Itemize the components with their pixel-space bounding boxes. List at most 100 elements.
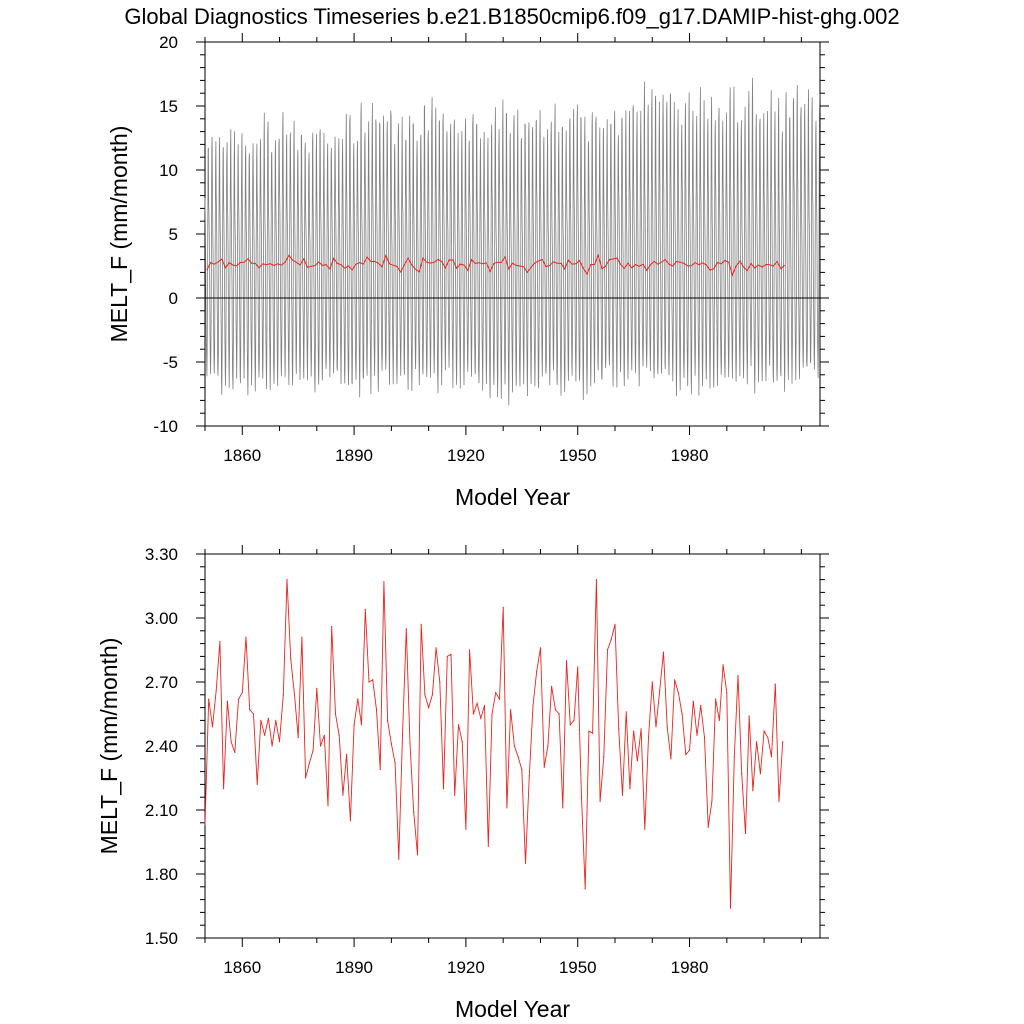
- annual-mean-point: [424, 694, 426, 696]
- annual-mean-point: [323, 734, 325, 736]
- monthly-series-line: [204, 77, 821, 406]
- annual-mean-point: [703, 736, 706, 739]
- annual-mean-point: [539, 647, 542, 649]
- annual-mean-point: [401, 734, 404, 736]
- annual-mean-point: [565, 660, 568, 662]
- annual-mean-point: [662, 651, 665, 653]
- annual-mean-point: [390, 743, 392, 745]
- annual-mean-point: [472, 713, 474, 715]
- annual-mean-point: [271, 745, 273, 747]
- annual-mean-point: [372, 679, 374, 681]
- annual-mean-point: [647, 736, 650, 739]
- annual-mean-point: [368, 681, 370, 683]
- annual-mean-point: [215, 689, 217, 692]
- annual-mean-point: [409, 743, 411, 745]
- annual-mean-point: [275, 719, 277, 722]
- annual-mean-point: [506, 807, 508, 809]
- annual-mean-point: [442, 788, 445, 790]
- annual-mean-point: [569, 724, 571, 726]
- annual-mean-point: [308, 762, 310, 764]
- annual-mean-point: [297, 736, 299, 739]
- annual-mean-point: [416, 854, 419, 856]
- y-tick-label: 1.80: [145, 865, 178, 884]
- annual-mean-point: [580, 796, 583, 798]
- annual-mean-series-line: [204, 579, 784, 909]
- annual-mean-point: [532, 704, 534, 707]
- annual-mean-point: [536, 670, 538, 672]
- annual-mean-point: [435, 647, 437, 649]
- annual-mean-point: [226, 700, 228, 702]
- annual-mean-point: [543, 766, 545, 768]
- annual-mean-point: [584, 888, 586, 890]
- annual-mean-point: [741, 773, 743, 775]
- annual-mean-point: [241, 692, 243, 694]
- annual-mean-point: [420, 623, 422, 626]
- annual-mean-point: [301, 636, 303, 638]
- annual-mean-point: [439, 681, 441, 683]
- annual-mean-point: [312, 749, 314, 751]
- annual-mean-point: [252, 713, 255, 715]
- annual-mean-point: [387, 719, 389, 722]
- annual-mean-point: [517, 756, 519, 758]
- annual-mean-point: [353, 724, 355, 726]
- x-tick-label: 1860: [223, 958, 261, 977]
- annual-mean-point: [595, 579, 598, 581]
- annual-mean-point: [360, 724, 363, 726]
- y-tick-label: 10: [159, 161, 178, 180]
- annual-mean-point: [547, 745, 549, 747]
- annual-mean-point: [528, 775, 530, 777]
- x-tick-label: 1980: [671, 958, 709, 977]
- annual-mean-point: [286, 579, 288, 581]
- annual-mean-point: [592, 732, 594, 734]
- annual-mean-point: [685, 753, 687, 756]
- annual-mean-point: [588, 730, 590, 732]
- annual-mean-point: [465, 828, 467, 830]
- annual-mean-point: [726, 692, 728, 694]
- annual-mean-point: [342, 794, 344, 796]
- annual-mean-point: [782, 741, 784, 743]
- annual-mean-point: [603, 756, 605, 758]
- y-tick-label: 1.50: [145, 929, 178, 948]
- annual-mean-point: [249, 709, 251, 711]
- annual-mean-point: [293, 694, 296, 696]
- y-axis-title: MELT_F (mm/month): [96, 638, 122, 855]
- annual-mean-point: [223, 788, 225, 790]
- annual-mean-point: [621, 794, 624, 796]
- annual-mean-point: [305, 777, 307, 779]
- annual-mean-point: [357, 698, 359, 700]
- y-tick-label: 5: [169, 225, 178, 244]
- annual-mean-point: [655, 726, 657, 728]
- annual-mean-point: [379, 768, 381, 771]
- annual-mean-point: [599, 800, 601, 803]
- annual-mean-point: [606, 649, 609, 651]
- annual-mean-point: [327, 805, 329, 807]
- annual-mean-point: [316, 687, 318, 690]
- annual-mean-point: [454, 794, 456, 796]
- x-tick-label: 1950: [559, 958, 597, 977]
- annual-mean-point: [521, 768, 523, 771]
- annual-mean-point: [666, 726, 668, 728]
- annual-mean-point: [770, 756, 773, 758]
- annual-mean-point: [659, 689, 661, 692]
- annual-mean-point: [558, 713, 560, 715]
- annual-mean-point: [502, 606, 504, 608]
- annual-mean-point: [398, 858, 400, 860]
- annual-mean-point: [230, 741, 232, 743]
- annual-mean-point: [413, 811, 415, 813]
- annual-mean-point: [722, 664, 724, 666]
- annual-mean-point: [208, 698, 210, 700]
- annual-mean-point: [405, 628, 407, 630]
- x-tick-label: 1920: [447, 958, 485, 977]
- annual-mean-point: [718, 719, 721, 722]
- annual-mean-point: [480, 717, 482, 719]
- annual-mean-point: [476, 702, 478, 704]
- annual-mean-point: [267, 717, 269, 719]
- x-tick-label: 1890: [335, 446, 373, 465]
- annual-mean-point: [715, 698, 717, 700]
- annual-mean-point: [696, 734, 698, 736]
- annual-mean-point: [748, 715, 750, 717]
- annual-mean-point: [334, 713, 337, 715]
- annual-mean-point: [711, 800, 713, 803]
- annual-mean-point: [674, 679, 676, 681]
- annual-mean-point: [450, 653, 452, 655]
